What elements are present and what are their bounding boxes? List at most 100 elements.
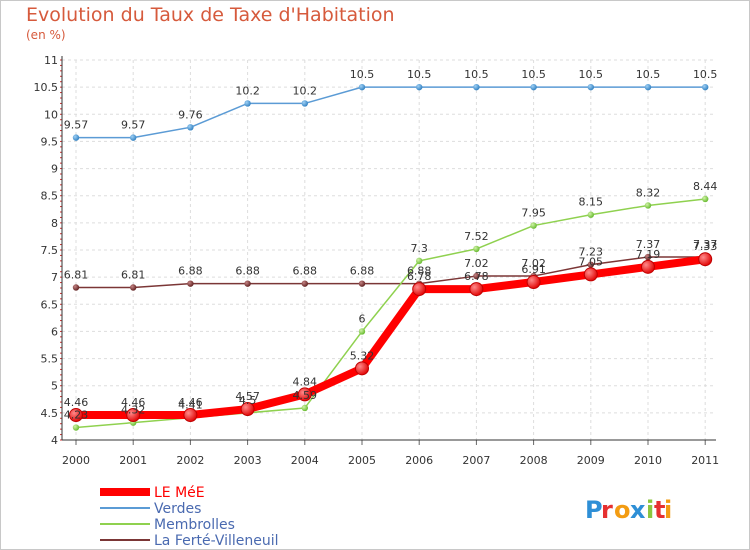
data-point-la-ferte-villeneuil <box>72 284 80 291</box>
data-label-membrolles: 8.15 <box>579 196 604 209</box>
data-point-verdes <box>473 83 480 91</box>
data-point-membrolles <box>644 202 652 209</box>
y-tick-label: 7 <box>51 271 58 284</box>
logo-letter: i <box>646 496 654 524</box>
legend-label-verdes: Verdes <box>154 501 201 517</box>
data-point-membrolles <box>473 245 480 253</box>
logo-letter: r <box>601 496 613 524</box>
data-label-membrolles: 8.44 <box>693 180 718 193</box>
data-point-le-mee <box>641 259 655 274</box>
data-label-la-ferte-villeneuil: 6.88 <box>407 265 432 278</box>
logo-letter: i <box>664 496 672 524</box>
proxiti-logo: Pr o x i ti <box>585 496 672 524</box>
data-label-verdes: 10.5 <box>579 68 604 81</box>
data-label-membrolles: 8.32 <box>636 186 661 199</box>
series-line-le-mee <box>72 255 710 420</box>
data-label-la-ferte-villeneuil: 6.81 <box>121 268 146 281</box>
data-label-verdes: 10.5 <box>521 68 546 81</box>
data-point-le-mee <box>69 408 83 423</box>
x-tick-label: 2002 <box>176 454 204 467</box>
y-tick-label: 8.5 <box>41 190 59 203</box>
data-point-membrolles <box>702 195 709 203</box>
data-point-la-ferte-villeneuil <box>587 261 594 268</box>
data-point-verdes <box>244 100 251 107</box>
x-tick-label: 2003 <box>234 454 262 467</box>
data-label-le-mee: 7.19 <box>636 248 661 261</box>
grid <box>62 59 716 441</box>
data-label-verdes: 9.57 <box>64 119 89 132</box>
logo-letter: P <box>585 496 603 524</box>
y-tick-label: 4.5 <box>41 407 59 420</box>
data-label-verdes: 10.2 <box>293 84 318 97</box>
data-label-la-ferte-villeneuil: 7.02 <box>521 257 546 270</box>
y-tick-label: 7.5 <box>41 244 59 257</box>
data-point-verdes <box>644 83 652 91</box>
data-label-le-mee: 6.91 <box>521 263 546 276</box>
data-point-membrolles <box>587 211 594 218</box>
x-tick-label: 2006 <box>405 454 433 467</box>
y-tick-label: 10.5 <box>34 81 59 94</box>
data-label-membrolles: 4.32 <box>121 404 146 417</box>
data-point-le-mee <box>183 408 198 423</box>
y-tick-label: 4 <box>51 434 58 447</box>
data-point-la-ferte-villeneuil <box>358 280 366 287</box>
data-point-la-ferte-villeneuil <box>301 280 308 287</box>
legend-label-membrolles: Membrolles <box>154 517 235 533</box>
y-tick-label: 9 <box>51 163 58 176</box>
data-label-membrolles: 7.95 <box>521 207 546 220</box>
data-point-membrolles <box>358 328 366 335</box>
data-label-membrolles: 7.3 <box>410 242 428 255</box>
data-label-le-mee: 4.57 <box>235 390 260 403</box>
x-tick-label: 2009 <box>577 454 605 467</box>
data-point-verdes <box>587 83 594 91</box>
data-point-verdes <box>187 124 194 131</box>
data-point-la-ferte-villeneuil <box>244 280 251 287</box>
data-label-le-mee: 4.46 <box>121 396 146 409</box>
data-label-verdes: 10.5 <box>636 68 661 81</box>
data-label-la-ferte-villeneuil: 6.88 <box>235 265 260 278</box>
series-lines <box>69 83 713 431</box>
data-point-le-mee <box>240 402 255 417</box>
y-tick-label: 5.5 <box>41 353 59 366</box>
logo-letter: o <box>614 496 631 524</box>
y-tick-label: 6.5 <box>41 298 59 311</box>
data-label-membrolles: 4.59 <box>293 389 318 402</box>
x-tick-label: 2008 <box>520 454 548 467</box>
data-point-la-ferte-villeneuil <box>644 253 652 261</box>
data-label-membrolles: 4.23 <box>64 409 89 422</box>
x-tick-label: 2001 <box>119 454 147 467</box>
data-point-le-mee <box>297 387 312 402</box>
data-point-verdes <box>702 83 709 91</box>
x-tick-label: 2004 <box>291 454 319 467</box>
data-label-membrolles: 7.52 <box>464 230 489 243</box>
x-tick-label: 2007 <box>462 454 490 467</box>
data-label-verdes: 10.2 <box>235 84 260 97</box>
x-tick-label: 2010 <box>634 454 662 467</box>
logo-letter: x <box>630 496 646 524</box>
series-line-la-ferte-villeneuil <box>75 256 706 289</box>
data-label-la-ferte-villeneuil: 6.88 <box>293 265 318 278</box>
y-tick-label: 9.5 <box>41 135 59 148</box>
data-label-la-ferte-villeneuil: 6.88 <box>350 265 375 278</box>
data-label-verdes: 10.5 <box>350 68 375 81</box>
data-labels: 4.46 4.46 4.46 4.57 4.84 5.32 6.78 6.78 6.91 7.05… <box>64 68 718 421</box>
data-label-la-ferte-villeneuil: 7.02 <box>464 257 489 270</box>
y-tick-label: 5 <box>51 380 58 393</box>
data-point-membrolles <box>530 222 537 229</box>
data-point-membrolles <box>416 257 423 265</box>
data-label-la-ferte-villeneuil: 7.23 <box>579 246 604 259</box>
data-point-le-mee <box>698 252 713 267</box>
data-label-le-mee: 7.05 <box>579 255 604 268</box>
data-point-le-mee <box>355 361 369 376</box>
data-label-le-mee: 4.46 <box>178 396 203 409</box>
data-point-le-mee <box>469 282 484 297</box>
data-label-membrolles: 4.5 <box>239 394 257 407</box>
data-label-le-mee: 6.78 <box>464 270 489 283</box>
legend-label-le-mee: LE MéE <box>154 485 205 501</box>
data-label-membrolles: 6 <box>359 312 366 325</box>
data-point-membrolles <box>72 424 80 431</box>
logo-letter: t <box>654 496 665 524</box>
y-tick-label: 10 <box>44 108 58 121</box>
